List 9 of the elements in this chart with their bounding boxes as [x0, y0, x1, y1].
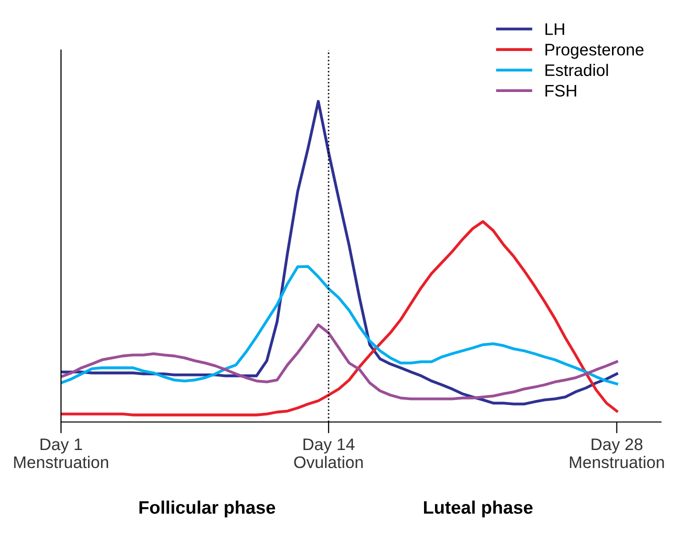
legend-label: FSH: [546, 84, 576, 97]
x-tick-label: Day 14 Ovulation: [294, 438, 363, 468]
text: Luteal phase: [424, 500, 533, 518]
legend-label: Estradiol: [546, 64, 608, 76]
text: Follicular phase: [139, 500, 276, 518]
legend-label: Progesterone: [546, 44, 644, 59]
legend-label: LH: [546, 23, 564, 35]
x-tick-label: Day 1 Menstruation: [14, 438, 108, 468]
x-tick-label: Day 28 Menstruation: [570, 438, 664, 468]
